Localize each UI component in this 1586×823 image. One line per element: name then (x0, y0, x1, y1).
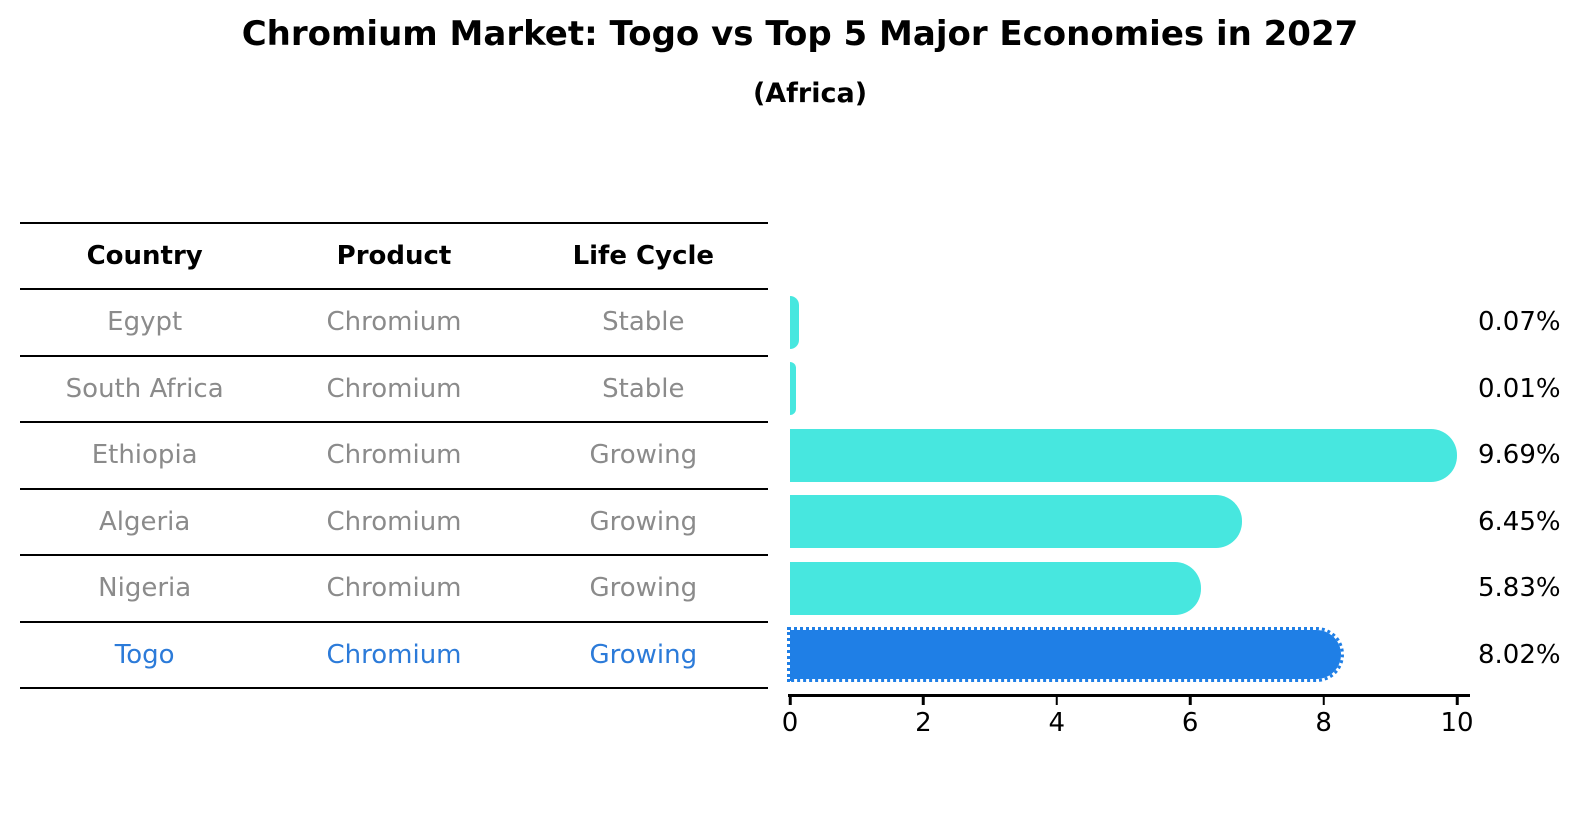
x-axis-tick-labels: 0 2 4 6 8 10 (782, 708, 1474, 740)
value-label: 8.02% (1478, 639, 1561, 670)
value-label: 6.45% (1478, 506, 1561, 537)
table-row: Egypt Chromium Stable (20, 290, 768, 357)
cell-product: Chromium (326, 639, 462, 670)
tick-mark (1322, 696, 1325, 705)
cell-life-cycle: Stable (602, 307, 685, 338)
bar-row (787, 622, 1457, 689)
cell-life-cycle: Growing (589, 573, 698, 604)
value-label-column: 0.07% 0.01% 9.69% 6.45% 5.83% 8.02% (1470, 289, 1586, 688)
table-row: Ethiopia Chromium Growing (20, 423, 768, 490)
bar-plot-area (787, 289, 1457, 689)
cell-product: Chromium (326, 307, 462, 338)
tick-label: 8 (1315, 708, 1332, 738)
tick-mark (1055, 696, 1059, 705)
cell-country: Egypt (107, 307, 183, 338)
x-axis-line (788, 694, 1470, 697)
cell-life-cycle: Growing (589, 506, 698, 537)
cell-life-cycle: Stable (602, 373, 685, 404)
chart-title: Chromium Market: Togo vs Top 5 Major Eco… (241, 14, 1359, 54)
tick-label: 10 (1440, 708, 1474, 738)
table-row: South Africa Chromium Stable (20, 357, 768, 423)
cell-country: South Africa (65, 373, 224, 404)
cell-product: Chromium (326, 373, 462, 404)
tick-mark (788, 696, 792, 705)
bar (790, 362, 796, 416)
value-label: 0.01% (1478, 373, 1561, 404)
cell-product: Chromium (326, 573, 462, 604)
x-axis-tick-marks (788, 696, 1459, 706)
tick-mark (922, 696, 925, 705)
header-product: Product (336, 241, 452, 271)
table-header-row: Country Product Life Cycle (20, 224, 768, 290)
table-row: Nigeria Chromium Growing (20, 556, 768, 623)
bar (790, 495, 1243, 549)
cell-product: Chromium (326, 506, 462, 537)
cell-life-cycle: Growing (589, 440, 698, 471)
bar-togo-highlight (787, 627, 1344, 683)
tick-label: 0 (781, 708, 799, 738)
table-row: Algeria Chromium Growing (20, 490, 768, 556)
bar-row (790, 422, 1457, 489)
value-label: 0.07% (1478, 307, 1561, 338)
bar-row (790, 555, 1457, 622)
bar-row (790, 289, 1457, 356)
cell-country: Algeria (98, 506, 191, 537)
tick-label: 4 (1048, 708, 1066, 738)
cell-country: Togo (114, 639, 175, 670)
bar-row (790, 356, 1457, 423)
header-country: Country (86, 241, 203, 271)
tick-mark (1188, 696, 1192, 705)
bar (790, 295, 799, 349)
value-label: 5.83% (1478, 573, 1561, 604)
cell-product: Chromium (326, 440, 462, 471)
header-life-cycle: Life Cycle (572, 241, 715, 271)
bar-row (790, 489, 1457, 556)
table-row-togo-highlight: Togo Chromium Growing (20, 623, 768, 689)
chart-subtitle: (Africa) (752, 78, 868, 109)
tick-label: 6 (1181, 708, 1199, 738)
cell-life-cycle: Growing (589, 639, 698, 670)
cell-country: Nigeria (98, 573, 192, 604)
bar (790, 428, 1457, 482)
tick-label: 2 (915, 708, 932, 738)
value-label: 9.69% (1478, 440, 1561, 471)
bar (790, 561, 1201, 615)
country-table: Country Product Life Cycle Egypt Chromiu… (20, 222, 768, 689)
tick-mark (1455, 696, 1459, 705)
cell-country: Ethiopia (91, 440, 198, 471)
